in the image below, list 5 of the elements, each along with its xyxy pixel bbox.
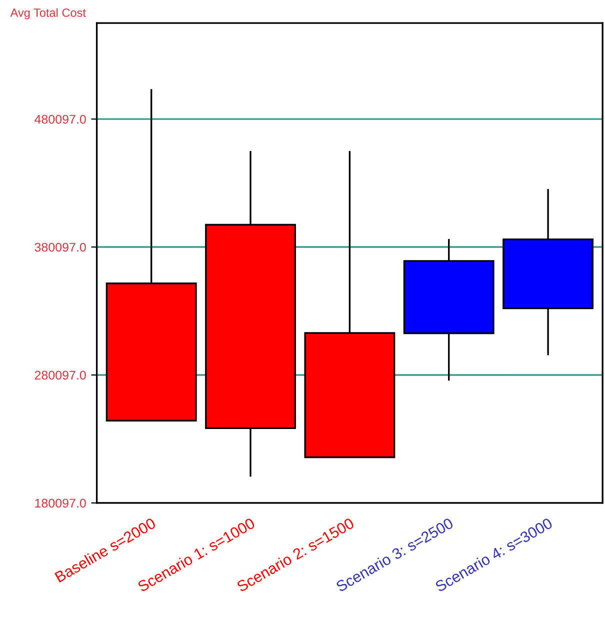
y-tick-label: 380097.0 (34, 242, 86, 252)
y-tick-label: 280097.0 (34, 370, 86, 380)
y-tick-label: 180097.0 (35, 498, 86, 508)
y-axis-title: Avg Total Cost (10, 8, 86, 20)
y-tick-label: 480097.0 (34, 114, 86, 124)
